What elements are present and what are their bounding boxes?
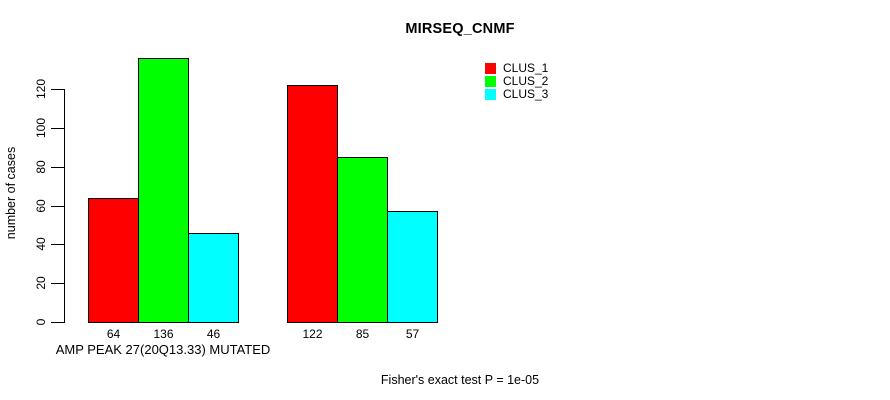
y-tick [51, 244, 64, 245]
legend-item: CLUS_1 [485, 62, 548, 75]
chart-title: MIRSEQ_CNMF [405, 21, 515, 37]
bar-value-label: 46 [206, 327, 221, 341]
legend-swatch [485, 63, 496, 74]
bar [138, 58, 189, 323]
bar [337, 157, 388, 323]
legend-label: CLUS_2 [503, 74, 549, 88]
bar [287, 85, 338, 323]
bar-value-label: 136 [153, 327, 174, 341]
y-tick [51, 167, 64, 168]
fisher-test-annotation: Fisher's exact test P = 1e-05 [380, 373, 540, 387]
y-axis-line [64, 89, 65, 323]
y-tick [51, 283, 64, 284]
legend-item: CLUS_3 [485, 88, 548, 101]
legend-label: CLUS_1 [503, 61, 549, 75]
y-tick [51, 128, 64, 129]
y-tick [51, 89, 64, 90]
bar-value-label: 85 [355, 327, 370, 341]
bar [88, 198, 139, 323]
bar-value-label: 122 [302, 327, 323, 341]
legend-item: CLUS_2 [485, 75, 548, 88]
y-tick [51, 206, 64, 207]
legend-label: CLUS_3 [503, 87, 549, 101]
x-axis-label: AMP PEAK 27(20Q13.33) MUTATED [55, 342, 271, 357]
legend: CLUS_1 CLUS_2 CLUS_3 [485, 62, 548, 101]
legend-swatch [485, 89, 496, 100]
bar-value-label: 64 [106, 327, 121, 341]
bar [188, 233, 239, 323]
legend-swatch [485, 76, 496, 87]
bar-value-label: 57 [405, 327, 420, 341]
y-tick [51, 322, 64, 323]
bar [387, 211, 438, 323]
